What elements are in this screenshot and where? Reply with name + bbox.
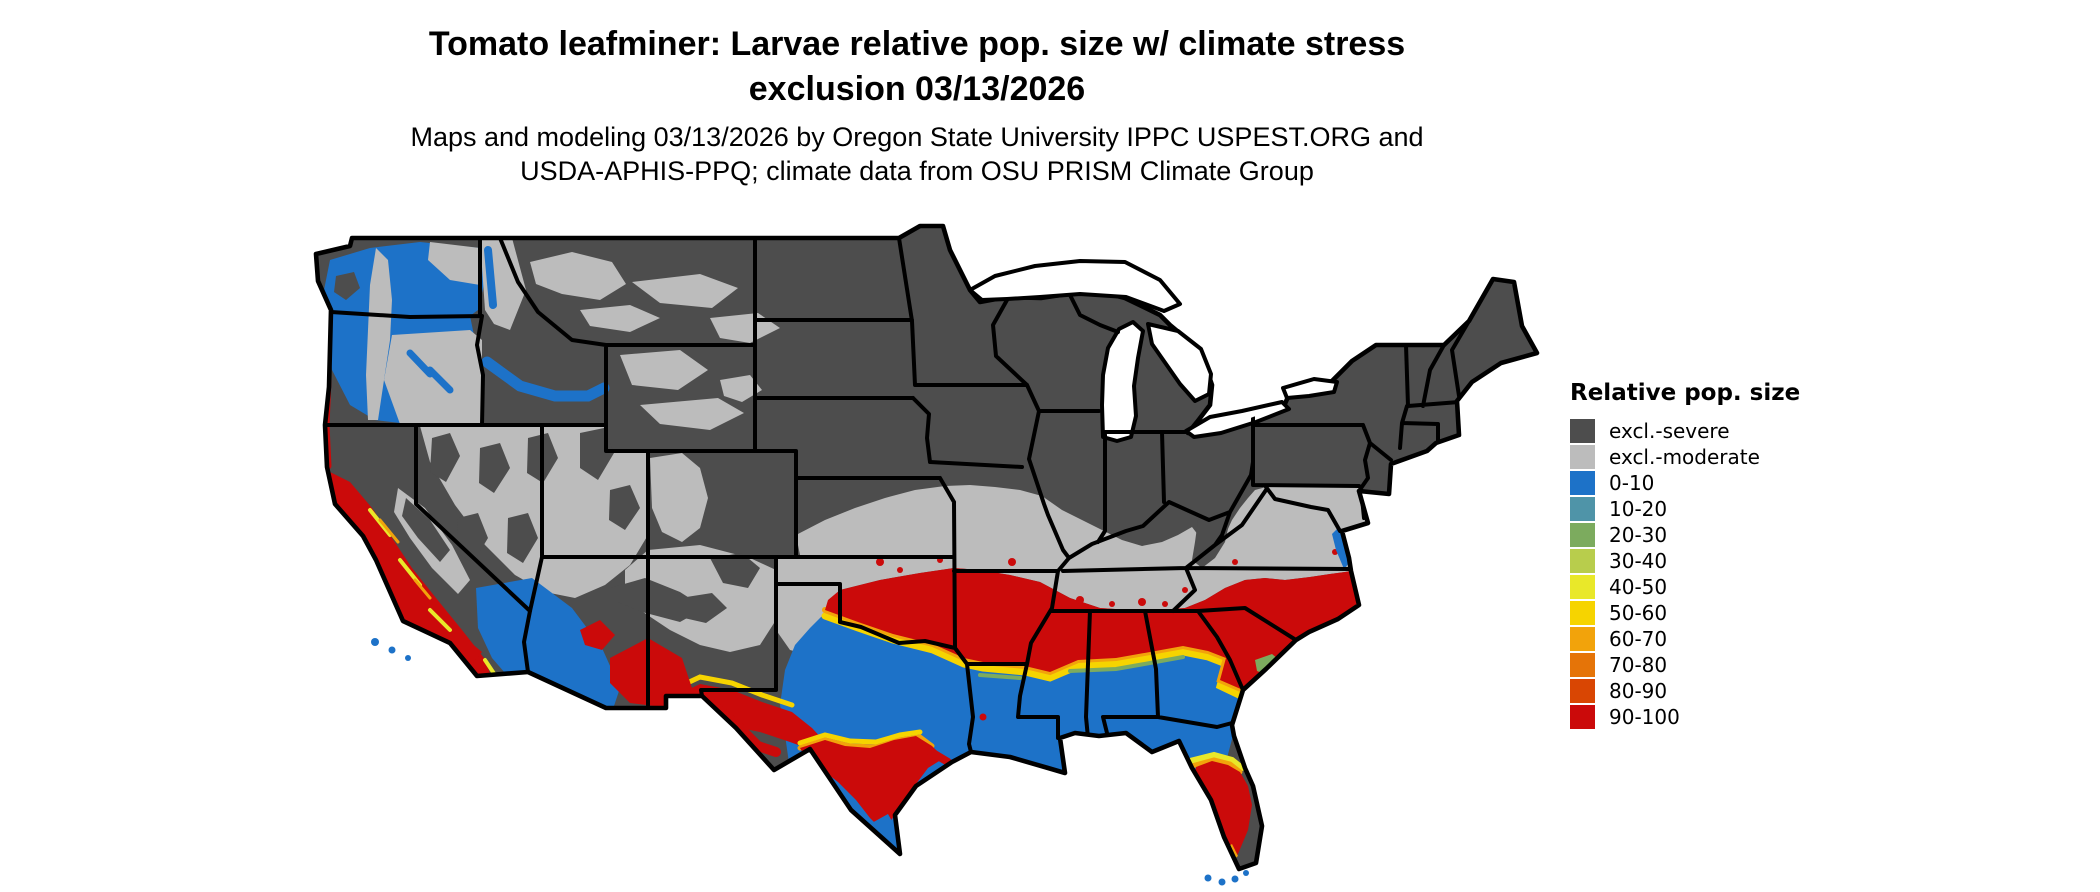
legend-swatch-60-70 (1570, 627, 1595, 651)
legend-item-50-60: 50-60 (1570, 600, 1990, 626)
legend-title: Relative pop. size (1570, 380, 1801, 406)
title-line-2: exclusion 03/13/2026 (748, 70, 1086, 108)
legend-label: 20-30 (1609, 523, 1668, 547)
legend-item-80-90: 80-90 (1570, 678, 1990, 704)
legend-label: 60-70 (1609, 627, 1668, 651)
legend-item-excl-severe: excl.-severe (1570, 418, 1990, 444)
legend-label: excl.-moderate (1609, 445, 1760, 469)
legend-label: 80-90 (1609, 679, 1668, 703)
legend-item-20-30: 20-30 (1570, 522, 1990, 548)
legend-swatch-30-40 (1570, 549, 1595, 573)
legend-swatch-10-20 (1570, 497, 1595, 521)
legend-label: 30-40 (1609, 549, 1668, 573)
islands (371, 638, 1249, 886)
page-subtitle: Maps and modeling 03/13/2026 by Oregon S… (0, 120, 1834, 188)
legend-item-excl-moderate: excl.-moderate (1570, 444, 1990, 470)
legend-item-90-100: 90-100 (1570, 704, 1990, 730)
legend-label: 70-80 (1609, 653, 1668, 677)
subtitle-line-2: USDA-APHIS-PPQ; climate data from OSU PR… (520, 156, 1314, 186)
us-map-svg (313, 223, 1540, 886)
legend-label: 10-20 (1609, 497, 1668, 521)
great-lakes (968, 259, 1339, 443)
lake-michigan (1100, 320, 1145, 443)
legend-swatch-80-90 (1570, 679, 1595, 703)
legend-item-30-40: 30-40 (1570, 548, 1990, 574)
legend-swatch-excl-moderate (1570, 445, 1595, 469)
legend-item-60-70: 60-70 (1570, 626, 1990, 652)
legend-label: 90-100 (1609, 705, 1680, 729)
legend-label: 40-50 (1609, 575, 1668, 599)
us-choropleth-map (280, 190, 1570, 892)
page-title: Tomato leafminer: Larvae relative pop. s… (0, 22, 1834, 112)
legend-label: 50-60 (1609, 601, 1668, 625)
legend-label: excl.-severe (1609, 419, 1730, 443)
map-legend: Relative pop. size excl.-severe excl.-mo… (1570, 380, 1990, 730)
state-borders (323, 236, 1471, 754)
legend-item-0-10: 0-10 (1570, 470, 1990, 496)
lake-ontario (1281, 377, 1339, 400)
legend-item-40-50: 40-50 (1570, 574, 1990, 600)
legend-swatch-50-60 (1570, 601, 1595, 625)
subtitle-line-1: Maps and modeling 03/13/2026 by Oregon S… (410, 122, 1424, 152)
legend-swatch-90-100 (1570, 705, 1595, 729)
legend-item-70-80: 70-80 (1570, 652, 1990, 678)
legend-swatch-0-10 (1570, 471, 1595, 495)
title-line-1: Tomato leafminer: Larvae relative pop. s… (428, 25, 1406, 63)
lake-huron (1146, 322, 1213, 403)
lake-erie (1184, 400, 1291, 439)
legend-swatch-excl-severe (1570, 419, 1595, 443)
map-fill-layer (316, 226, 1537, 869)
legend-item-10-20: 10-20 (1570, 496, 1990, 522)
legend-label: 0-10 (1609, 471, 1655, 495)
legend-swatch-20-30 (1570, 523, 1595, 547)
legend-swatch-40-50 (1570, 575, 1595, 599)
lake-superior (968, 259, 1182, 313)
legend-swatch-70-80 (1570, 653, 1595, 677)
